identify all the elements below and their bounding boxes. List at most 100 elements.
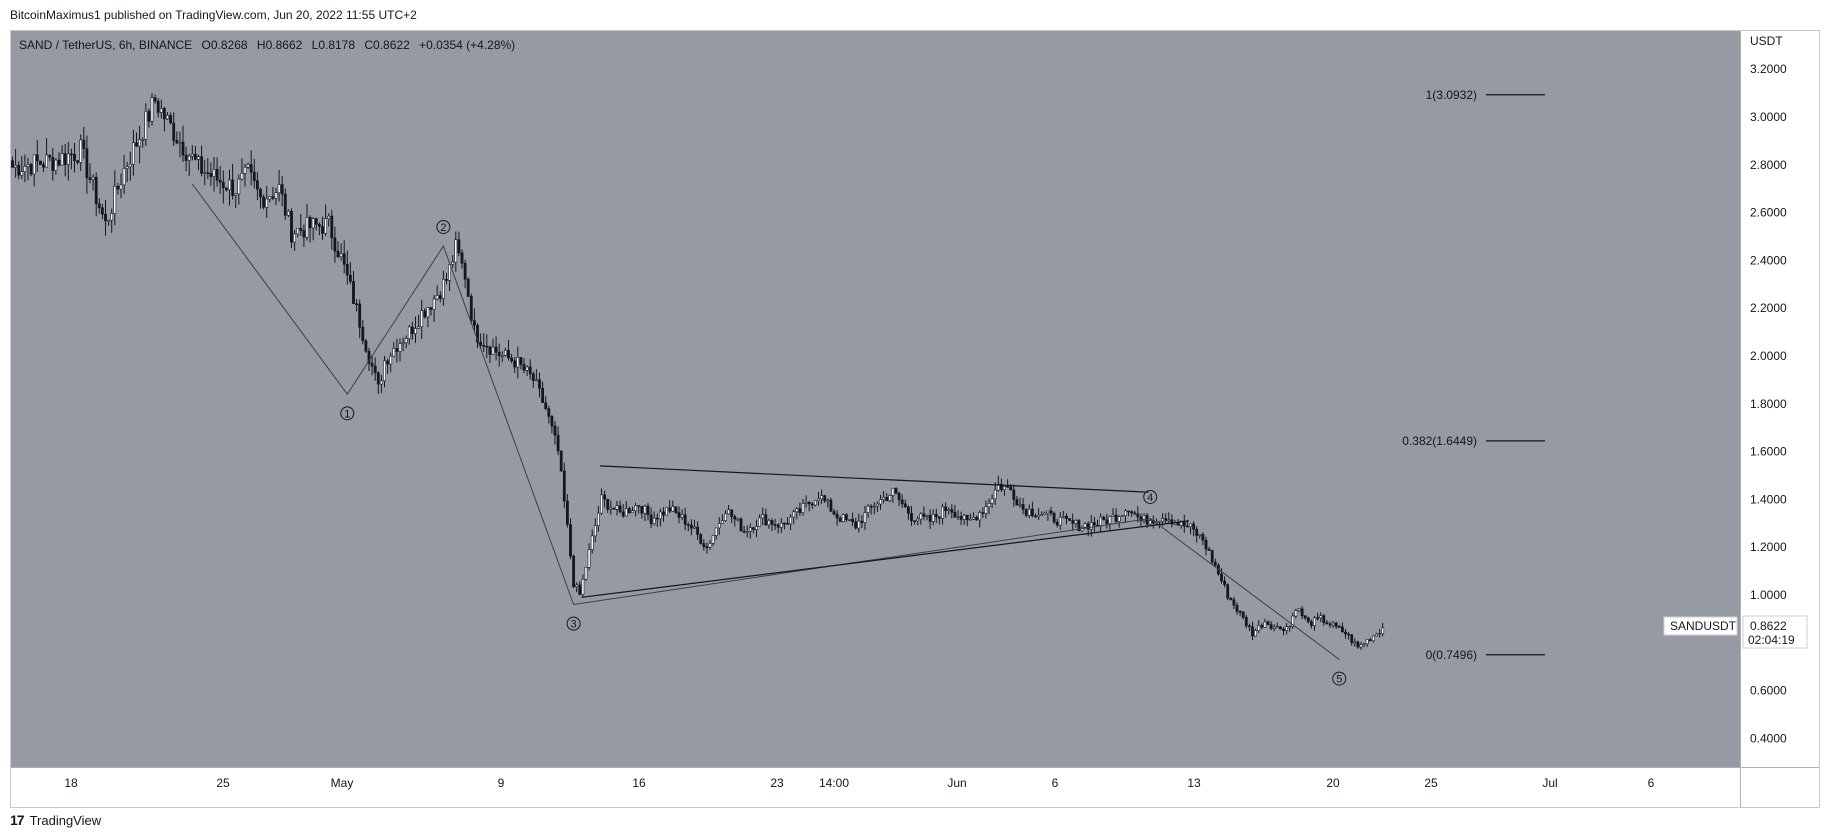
candle-body bbox=[1052, 512, 1056, 523]
candle-body bbox=[652, 517, 656, 524]
candle-body bbox=[147, 110, 151, 122]
price-tick-label: 1.2000 bbox=[1750, 540, 1787, 554]
candle-body bbox=[556, 434, 560, 452]
time-tick-label: 25 bbox=[1424, 776, 1438, 790]
candle-body bbox=[1170, 519, 1174, 525]
candle-body bbox=[572, 555, 576, 588]
candle-body bbox=[17, 164, 21, 176]
candle-body bbox=[1297, 608, 1301, 612]
candle-body bbox=[801, 503, 805, 513]
price-chart[interactable]: USDT 123451(3.0932)0.382(1.6449)0(0.7496… bbox=[11, 31, 1819, 807]
candle-body bbox=[383, 360, 386, 382]
candle-body bbox=[42, 164, 45, 168]
candle-body bbox=[327, 215, 331, 220]
wave-label-3: 3 bbox=[571, 619, 577, 631]
candle-body bbox=[739, 518, 743, 532]
price-tick-label: 2.2000 bbox=[1750, 301, 1787, 315]
candle-body bbox=[178, 141, 182, 144]
symbol-name[interactable]: SAND / TetherUS, 6h, BINANCE bbox=[19, 38, 193, 52]
candle-body bbox=[519, 357, 523, 365]
candle-body bbox=[776, 524, 780, 528]
candle-body bbox=[584, 566, 588, 580]
candle-body bbox=[472, 320, 476, 326]
wave-label-circle bbox=[566, 616, 581, 631]
candle-body bbox=[891, 487, 895, 496]
candle-body bbox=[209, 172, 213, 177]
candle-body bbox=[562, 470, 566, 502]
candle-body bbox=[438, 295, 442, 299]
candle-body bbox=[1365, 639, 1369, 645]
candle-body bbox=[1139, 516, 1143, 521]
time-axis-background[interactable] bbox=[11, 768, 1819, 807]
candle-body bbox=[1127, 510, 1130, 513]
candle-body bbox=[1241, 611, 1245, 618]
candle-body bbox=[218, 179, 222, 183]
candle-body bbox=[1341, 626, 1344, 633]
candle-body bbox=[1062, 515, 1065, 518]
candle-body bbox=[231, 179, 235, 196]
price-tick-label: 0.6000 bbox=[1750, 684, 1787, 698]
candle-body bbox=[872, 505, 876, 508]
candle-body bbox=[1381, 627, 1385, 635]
candle-body bbox=[1337, 626, 1341, 628]
candle-body bbox=[522, 364, 526, 371]
candle-body bbox=[361, 326, 365, 342]
candle-body bbox=[696, 526, 700, 535]
candle-body bbox=[717, 523, 721, 529]
candle-body bbox=[169, 115, 173, 124]
candle-body bbox=[1244, 617, 1248, 627]
candle-body bbox=[1257, 625, 1261, 631]
candle-body bbox=[789, 516, 793, 525]
price-tick-label: 0.4000 bbox=[1750, 731, 1787, 745]
candle-body bbox=[1068, 518, 1072, 521]
candle-body bbox=[1158, 520, 1161, 523]
candle-body bbox=[454, 239, 458, 263]
candle-body bbox=[1251, 626, 1254, 637]
candle-body bbox=[624, 508, 628, 517]
candle-body bbox=[20, 171, 24, 176]
candle-body bbox=[758, 517, 762, 527]
time-tick-label: 16 bbox=[632, 776, 646, 790]
candle-body bbox=[1291, 615, 1295, 627]
candle-body bbox=[1328, 623, 1332, 626]
candle-body bbox=[376, 372, 380, 385]
candle-body bbox=[854, 521, 858, 529]
candle-body bbox=[531, 373, 535, 381]
candle-body bbox=[525, 366, 529, 371]
candle-body bbox=[1238, 611, 1242, 613]
candle-body bbox=[1018, 503, 1022, 506]
candle-body bbox=[274, 192, 278, 199]
candle-body bbox=[578, 584, 582, 595]
candle-body bbox=[1344, 631, 1347, 635]
candle-body bbox=[689, 524, 693, 529]
candle-body bbox=[302, 230, 306, 238]
wave-label-circle bbox=[1143, 489, 1158, 504]
candle-body bbox=[259, 188, 262, 198]
candle-body bbox=[1313, 617, 1316, 626]
candle-body bbox=[73, 154, 76, 161]
candle-body bbox=[1213, 561, 1217, 566]
candles-layer bbox=[11, 93, 1385, 650]
time-tick-label: 18 bbox=[64, 776, 78, 790]
candle-body bbox=[308, 217, 312, 229]
candle-body bbox=[26, 164, 30, 167]
candle-body bbox=[38, 160, 42, 165]
candle-body bbox=[683, 514, 687, 525]
time-tick-label: 6 bbox=[1052, 776, 1059, 790]
candle-body bbox=[1133, 512, 1137, 515]
candle-body bbox=[389, 355, 393, 365]
candle-body bbox=[54, 159, 58, 171]
candle-body bbox=[835, 513, 839, 519]
candle-body bbox=[534, 379, 538, 382]
candle-body bbox=[668, 507, 672, 512]
candle-body bbox=[63, 153, 67, 165]
candle-body bbox=[321, 226, 324, 234]
candle-body bbox=[485, 345, 489, 348]
fib-level-label: 1(3.0932) bbox=[1426, 88, 1477, 102]
candle-body bbox=[593, 525, 597, 537]
candle-body bbox=[128, 163, 132, 168]
candle-body bbox=[1263, 621, 1267, 628]
candle-body bbox=[1192, 523, 1196, 530]
candle-body bbox=[122, 168, 126, 186]
candle-body bbox=[339, 253, 343, 258]
